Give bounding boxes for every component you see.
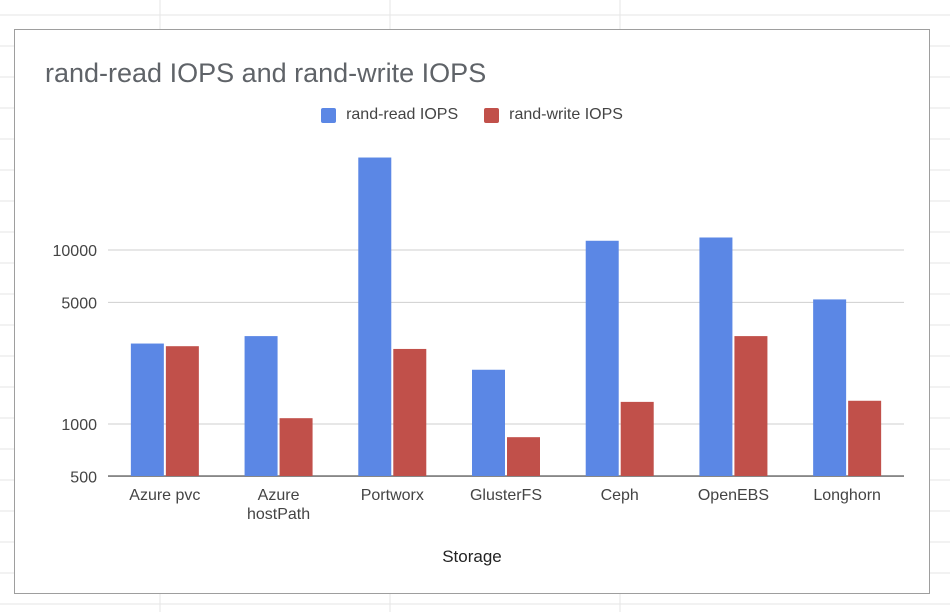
chart-title: rand-read IOPS and rand-write IOPS <box>45 58 487 88</box>
x-tick-label: OpenEBS <box>698 487 769 504</box>
x-tick-label: Ceph <box>601 487 639 504</box>
y-tick-label: 10000 <box>53 243 98 260</box>
legend: rand-read IOPS rand-write IOPS <box>15 106 929 124</box>
legend-item-read[interactable]: rand-read IOPS <box>321 106 458 124</box>
bar-write-ceph[interactable]: Ceph — rand-write IOPS: 1340 <box>620 401 654 476</box>
x-tick-label: Azure pvc <box>129 487 200 504</box>
legend-label-write: rand-write IOPS <box>509 106 623 123</box>
x-tick-label: Longhorn <box>813 487 881 504</box>
bar-write-openebs[interactable]: OpenEBS — rand-write IOPS: 3200 <box>734 336 768 476</box>
bar-read-ceph[interactable]: Ceph — rand-read IOPS: 11300 <box>585 240 619 476</box>
bar-write-glusterfs[interactable]: GlusterFS — rand-write IOPS: 840 <box>507 437 540 476</box>
y-tick-label: 5000 <box>61 295 97 312</box>
bar-read-glusterfs[interactable]: GlusterFS — rand-read IOPS: 2050 <box>472 369 505 476</box>
y-tick-label: 1000 <box>61 417 97 434</box>
bar-write-portworx[interactable]: Portworx — rand-write IOPS: 2700 <box>393 348 427 476</box>
legend-swatch-write <box>484 107 500 123</box>
plot-area: 500 1000 5000 10000 Azure pvc — rand-read IO… <box>53 157 904 523</box>
x-tick-label: GlusterFS <box>470 487 542 504</box>
bar-read-portworx[interactable]: Portworx — rand-read IOPS: 34000 <box>358 157 392 476</box>
legend-swatch-read <box>321 107 337 123</box>
x-axis-title: Storage <box>442 547 502 566</box>
bar-write-longhorn[interactable]: Longhorn — rand-write IOPS: 1360 <box>848 400 882 476</box>
x-tick-label: Azure hostPath <box>247 487 310 523</box>
legend-item-write[interactable]: rand-write IOPS <box>484 106 623 124</box>
bars: Azure pvc — rand-read IOPS: 2900Azure pv… <box>130 157 882 476</box>
bar-read-longhorn[interactable]: Longhorn — rand-read IOPS: 5200 <box>813 299 847 476</box>
y-tick-label: 500 <box>70 469 97 486</box>
bar-read-azure-hostpath[interactable]: Azure hostPath — rand-read IOPS: 3200 <box>244 336 278 476</box>
bar-read-openebs[interactable]: OpenEBS — rand-read IOPS: 11800 <box>699 237 733 476</box>
bar-write-azure-pvc[interactable]: Azure pvc — rand-write IOPS: 2800 <box>165 346 199 476</box>
bar-write-azure-hostpath[interactable]: Azure hostPath — rand-write IOPS: 1080 <box>279 418 313 476</box>
legend-label-read: rand-read IOPS <box>346 106 459 123</box>
bar-read-azure-pvc[interactable]: Azure pvc — rand-read IOPS: 2900 <box>130 343 164 476</box>
x-tick-label: Portworx <box>361 487 424 504</box>
chart-card[interactable]: rand-read IOPS and rand-write IOPS rand-… <box>14 29 930 594</box>
